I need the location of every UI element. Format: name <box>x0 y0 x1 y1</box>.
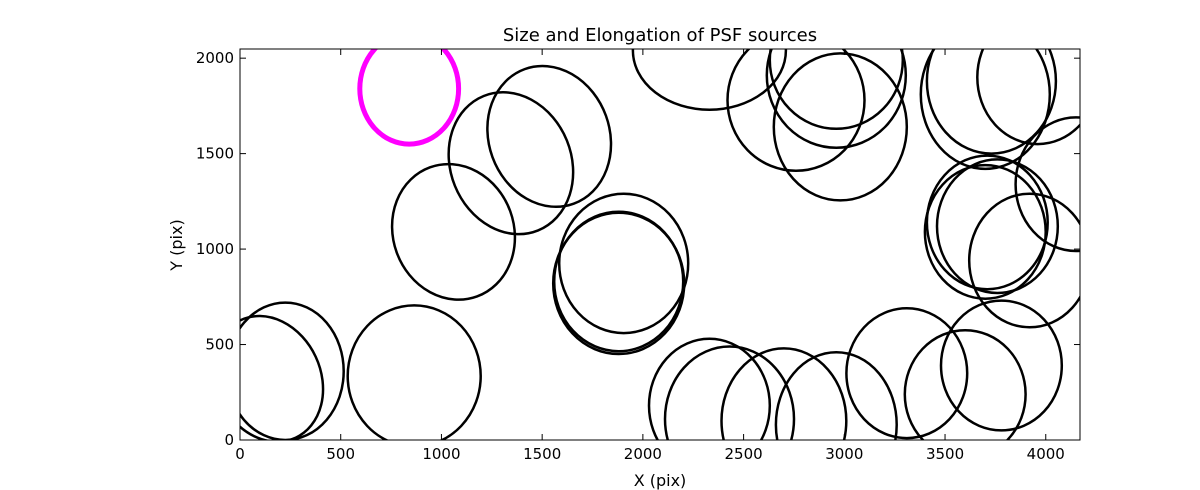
psf-ellipse-4 <box>390 162 517 301</box>
x-ticks: 0 500 1000 1500 2000 2500 3000 3500 4000 <box>235 49 1065 463</box>
ellipses-layer <box>240 49 1080 440</box>
y-tick-label: 1500 <box>196 145 234 163</box>
highlight-ellipse <box>357 49 462 147</box>
x-tick-label: 1000 <box>422 445 460 463</box>
psf-ellipse-10 <box>631 49 788 111</box>
x-tick-label: 2000 <box>624 445 662 463</box>
psf-ellipse-6 <box>486 64 613 209</box>
psf-ellipse-29 <box>1014 116 1080 253</box>
psf-ellipse-11 <box>647 337 772 440</box>
psf-ellipse-19 <box>845 307 969 440</box>
psf-ellipse-26 <box>939 299 1064 432</box>
x-tick-label: 0 <box>235 445 245 463</box>
psf-ellipse-3 <box>346 304 482 440</box>
y-tick-label: 500 <box>205 336 234 354</box>
psf-ellipse-28 <box>976 49 1080 146</box>
psf-ellipse-27 <box>967 192 1080 329</box>
psf-ellipse-14 <box>726 49 866 173</box>
psf-ellipse-5 <box>447 91 575 236</box>
psf-ellipse-18 <box>772 52 909 202</box>
y-axis-label: Y (pix) <box>167 219 186 271</box>
y-tick-label: 1000 <box>196 240 234 258</box>
y-tick-label: 2000 <box>196 49 234 67</box>
psf-ellipse-24 <box>925 154 1049 291</box>
psf-ellipse-17 <box>765 49 908 150</box>
psf-ellipse-1 <box>240 314 325 440</box>
y-ticks: 0 500 1000 1500 2000 <box>196 49 1080 449</box>
x-tick-label: 3000 <box>825 445 863 463</box>
psf-ellipse-13 <box>720 347 848 440</box>
psf-ellipse-23 <box>923 163 1047 300</box>
psf-ellipse-7 <box>557 192 690 335</box>
y-tick-label: 0 <box>224 431 234 449</box>
x-tick-label: 3500 <box>926 445 964 463</box>
plot-frame <box>239 48 1081 441</box>
psf-ellipse-15 <box>774 350 898 440</box>
psf-ellipse-12 <box>663 345 796 440</box>
x-tick-label: 500 <box>326 445 355 463</box>
chart-title: Size and Elongation of PSF sources <box>503 25 817 46</box>
psf-ellipse-21 <box>919 49 1052 171</box>
psf-ellipse-16 <box>768 49 905 131</box>
x-axis-label: X (pix) <box>634 471 687 490</box>
x-tick-label: 2500 <box>725 445 763 463</box>
highlight-layer <box>357 49 462 147</box>
psf-ellipse-9 <box>551 211 686 356</box>
x-tick-label: 4000 <box>1027 445 1065 463</box>
psf-ellipse-20 <box>903 328 1027 440</box>
x-tick-label: 1500 <box>523 445 561 463</box>
psf-ellipse-25 <box>935 158 1060 295</box>
psf-ellipse-22 <box>925 49 1058 155</box>
